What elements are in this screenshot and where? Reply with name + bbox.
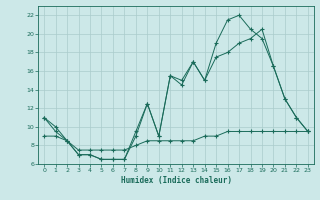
X-axis label: Humidex (Indice chaleur): Humidex (Indice chaleur) <box>121 176 231 185</box>
